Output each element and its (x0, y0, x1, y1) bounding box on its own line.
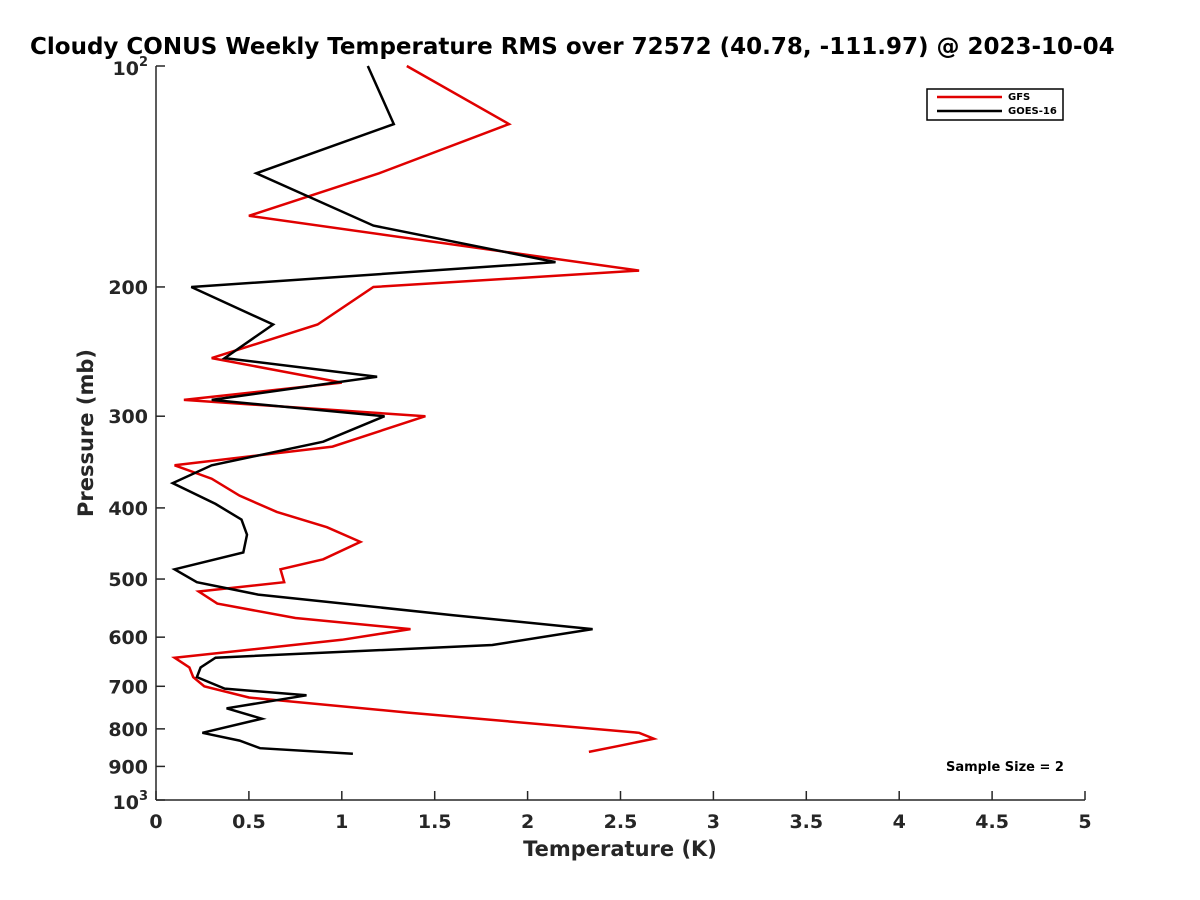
legend-label-goes16: GOES-16 (1008, 106, 1057, 117)
x-tick-label: 2 (521, 811, 534, 833)
x-tick-label: 3 (707, 811, 720, 833)
x-tick-label: 4 (893, 811, 906, 833)
y-tick-label: 200 (108, 277, 148, 299)
chart-title: Cloudy CONUS Weekly Temperature RMS over… (30, 34, 1115, 60)
y-tick-label: 800 (108, 719, 148, 741)
y-tick-label: 300 (108, 406, 148, 428)
x-tick-label: 3.5 (789, 811, 823, 833)
x-axis-label: Temperature (K) (523, 837, 717, 861)
legend-box (926, 88, 1064, 121)
y-tick-label: 400 (108, 498, 148, 520)
x-tick-label: 5 (1078, 811, 1091, 833)
x-tick-label: 2.5 (604, 811, 638, 833)
x-tick-label: 0.5 (232, 811, 266, 833)
y-decade-tick-label: 103 (113, 789, 149, 814)
y-tick-label: 700 (108, 676, 148, 698)
y-axis-label: Pressure (mb) (74, 349, 98, 517)
x-tick-label: 1.5 (418, 811, 452, 833)
y-tick-label: 900 (108, 756, 148, 778)
y-tick-label: 500 (108, 569, 148, 591)
x-tick-label: 0 (149, 811, 162, 833)
legend-label-gfs: GFS (1008, 92, 1030, 103)
legend: GFS GOES-16 (926, 88, 1064, 121)
x-tick-label: 1 (335, 811, 348, 833)
x-tick-label: 4.5 (975, 811, 1009, 833)
series-line-goes16 (169, 65, 593, 756)
y-decade-tick-label: 102 (113, 55, 149, 80)
y-tick-label: 600 (108, 627, 148, 649)
series-line-gfs (171, 64, 659, 754)
sample-size-annotation: Sample Size = 2 (946, 760, 1064, 775)
